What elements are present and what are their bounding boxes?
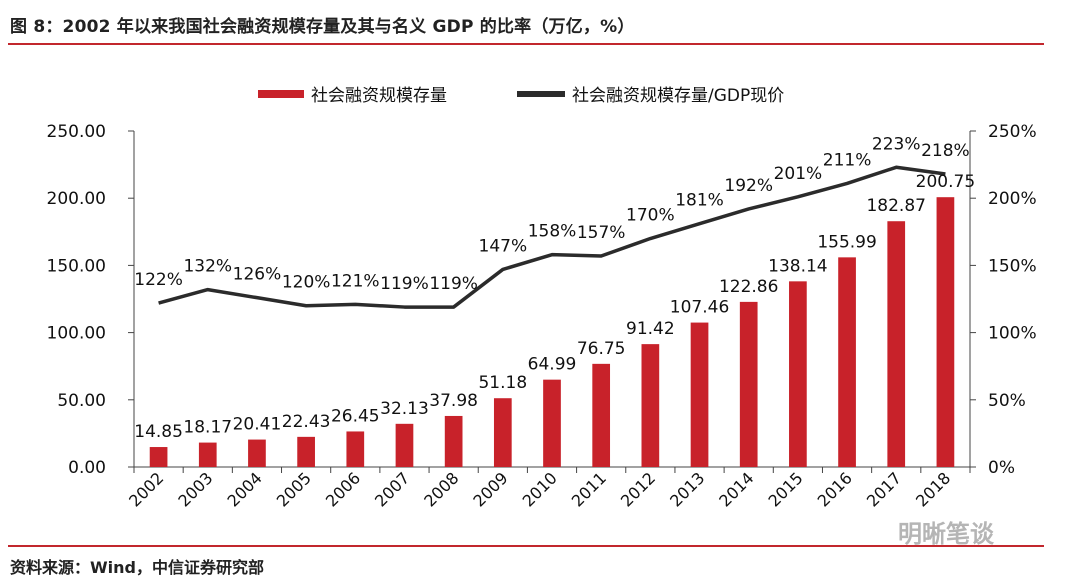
- bar-2004: [248, 439, 266, 467]
- bar-value-label: 22.43: [282, 412, 331, 432]
- x-tick-label: 2015: [764, 468, 806, 510]
- bar-value-label: 64.99: [528, 355, 577, 375]
- x-tick-label: 2004: [224, 468, 266, 510]
- figure-title: 图 8：2002 年以来我国社会融资规模存量及其与名义 GDP 的比率（万亿，%…: [10, 17, 635, 37]
- bar-value-label: 122.86: [719, 277, 778, 297]
- bar-2012: [641, 344, 660, 467]
- x-tick-label: 2014: [715, 468, 757, 510]
- ratio-value-label: 170%: [626, 206, 675, 226]
- bar-value-label: 37.98: [429, 391, 478, 411]
- title-rule: [8, 43, 1044, 45]
- ratio-value-label: 181%: [675, 191, 724, 211]
- bar-value-label: 155.99: [817, 232, 876, 252]
- bar-series: [149, 197, 955, 467]
- bar-value-label: 138.14: [768, 256, 827, 276]
- x-tick-label: 2016: [814, 468, 856, 510]
- data-labels: 14.85 18.17 20.41 22.43 26.45 32.13 37.9851.18…: [134, 134, 975, 442]
- x-tick-label: 2013: [666, 468, 708, 510]
- bar-2016: [838, 257, 856, 467]
- ratio-value-label: 223%: [872, 134, 921, 154]
- y-right-tick-label: 200%: [988, 189, 1037, 209]
- source-note: 资料来源：Wind，中信证券研究部: [10, 558, 264, 577]
- chart: 社会融资规模存量 社会融资规模存量/GDP现价 0.00 50.00 100.00 1…: [47, 86, 1037, 511]
- legend-line-swatch: [517, 91, 565, 97]
- ratio-value-label: 157%: [577, 223, 626, 243]
- bar-2006: [346, 431, 365, 467]
- x-tick-label: 2006: [322, 468, 364, 510]
- legend-line-label: 社会融资规模存量/GDP现价: [572, 86, 784, 106]
- y-right-tick-label: 0%: [988, 458, 1015, 478]
- bar-2002: [149, 447, 168, 467]
- bar-value-label: 14.85: [134, 422, 183, 442]
- x-tick-label: 2009: [469, 468, 511, 510]
- bar-value-label: 51.18: [478, 373, 527, 393]
- x-tick-label: 2007: [371, 468, 413, 510]
- x-tick-label: 2003: [174, 468, 216, 510]
- watermark: 明晰笔谈: [898, 520, 994, 548]
- bar-value-label: 20.41: [233, 415, 282, 435]
- x-tick-label: 2010: [519, 468, 561, 510]
- legend: 社会融资规模存量 社会融资规模存量/GDP现价: [258, 86, 784, 106]
- bar-value-label: 182.87: [866, 196, 925, 216]
- bar-value-label: 91.42: [626, 319, 675, 339]
- legend-bar-swatch: [258, 90, 304, 98]
- bar-value-label: 200.75: [916, 172, 975, 192]
- bar-2015: [789, 281, 807, 467]
- x-tick-label: 2018: [912, 468, 954, 510]
- bar-value-label: 26.45: [331, 406, 380, 426]
- x-tick-label: 2008: [420, 468, 462, 510]
- ratio-value-label: 192%: [724, 176, 773, 196]
- ratio-value-label: 218%: [921, 141, 970, 161]
- bar-2014: [739, 301, 758, 467]
- bar-2017: [887, 221, 906, 467]
- bar-2007: [395, 423, 414, 467]
- bar-value-label: 76.75: [577, 339, 626, 359]
- bar-2005: [297, 436, 315, 467]
- x-tick-label: 2017: [863, 468, 905, 510]
- ratio-value-label: 120%: [282, 273, 331, 293]
- ratio-value-label: 119%: [380, 274, 429, 294]
- bar-value-label: 18.17: [183, 418, 232, 438]
- bar-2018: [936, 197, 955, 467]
- bar-2011: [592, 363, 611, 467]
- x-tick-label: 2012: [617, 468, 659, 510]
- x-tick-label: 2011: [568, 468, 610, 510]
- legend-bar-label: 社会融资规模存量: [311, 86, 447, 106]
- bar-2009: [493, 398, 512, 467]
- y-right-tick-label: 150%: [988, 256, 1037, 276]
- ratio-value-label: 119%: [429, 274, 478, 294]
- y-left-tick-label: 0.00: [68, 458, 106, 478]
- bar-2003: [198, 442, 217, 467]
- line-series: [158, 165, 946, 309]
- y-left-tick-label: 150.00: [47, 256, 106, 276]
- ratio-value-label: 122%: [134, 270, 183, 290]
- bar-2013: [690, 322, 709, 467]
- y-right-tick-label: 100%: [988, 324, 1037, 344]
- y-right-tick-label: 250%: [988, 122, 1037, 142]
- y-right-tick-label: 50%: [988, 391, 1026, 411]
- ratio-value-label: 132%: [183, 257, 232, 277]
- ratio-value-label: 121%: [331, 271, 380, 291]
- ratio-value-label: 147%: [479, 236, 528, 256]
- y-left-tick-label: 200.00: [47, 189, 106, 209]
- y-left-tick-label: 50.00: [57, 391, 106, 411]
- y-left-tick-label: 250.00: [47, 122, 106, 142]
- bar-2008: [444, 415, 463, 467]
- bar-2010: [543, 379, 561, 467]
- bar-value-label: 32.13: [380, 399, 429, 419]
- ratio-value-label: 126%: [233, 265, 282, 285]
- ratio-value-label: 158%: [528, 222, 577, 242]
- x-tick-label: 2002: [125, 468, 167, 510]
- bar-value-label: 107.46: [670, 298, 729, 318]
- x-tick-label: 2005: [273, 468, 315, 510]
- ratio-value-label: 211%: [823, 150, 872, 170]
- y-left-tick-label: 100.00: [47, 324, 106, 344]
- source-rule: [8, 545, 1044, 547]
- ratio-value-label: 201%: [774, 164, 823, 184]
